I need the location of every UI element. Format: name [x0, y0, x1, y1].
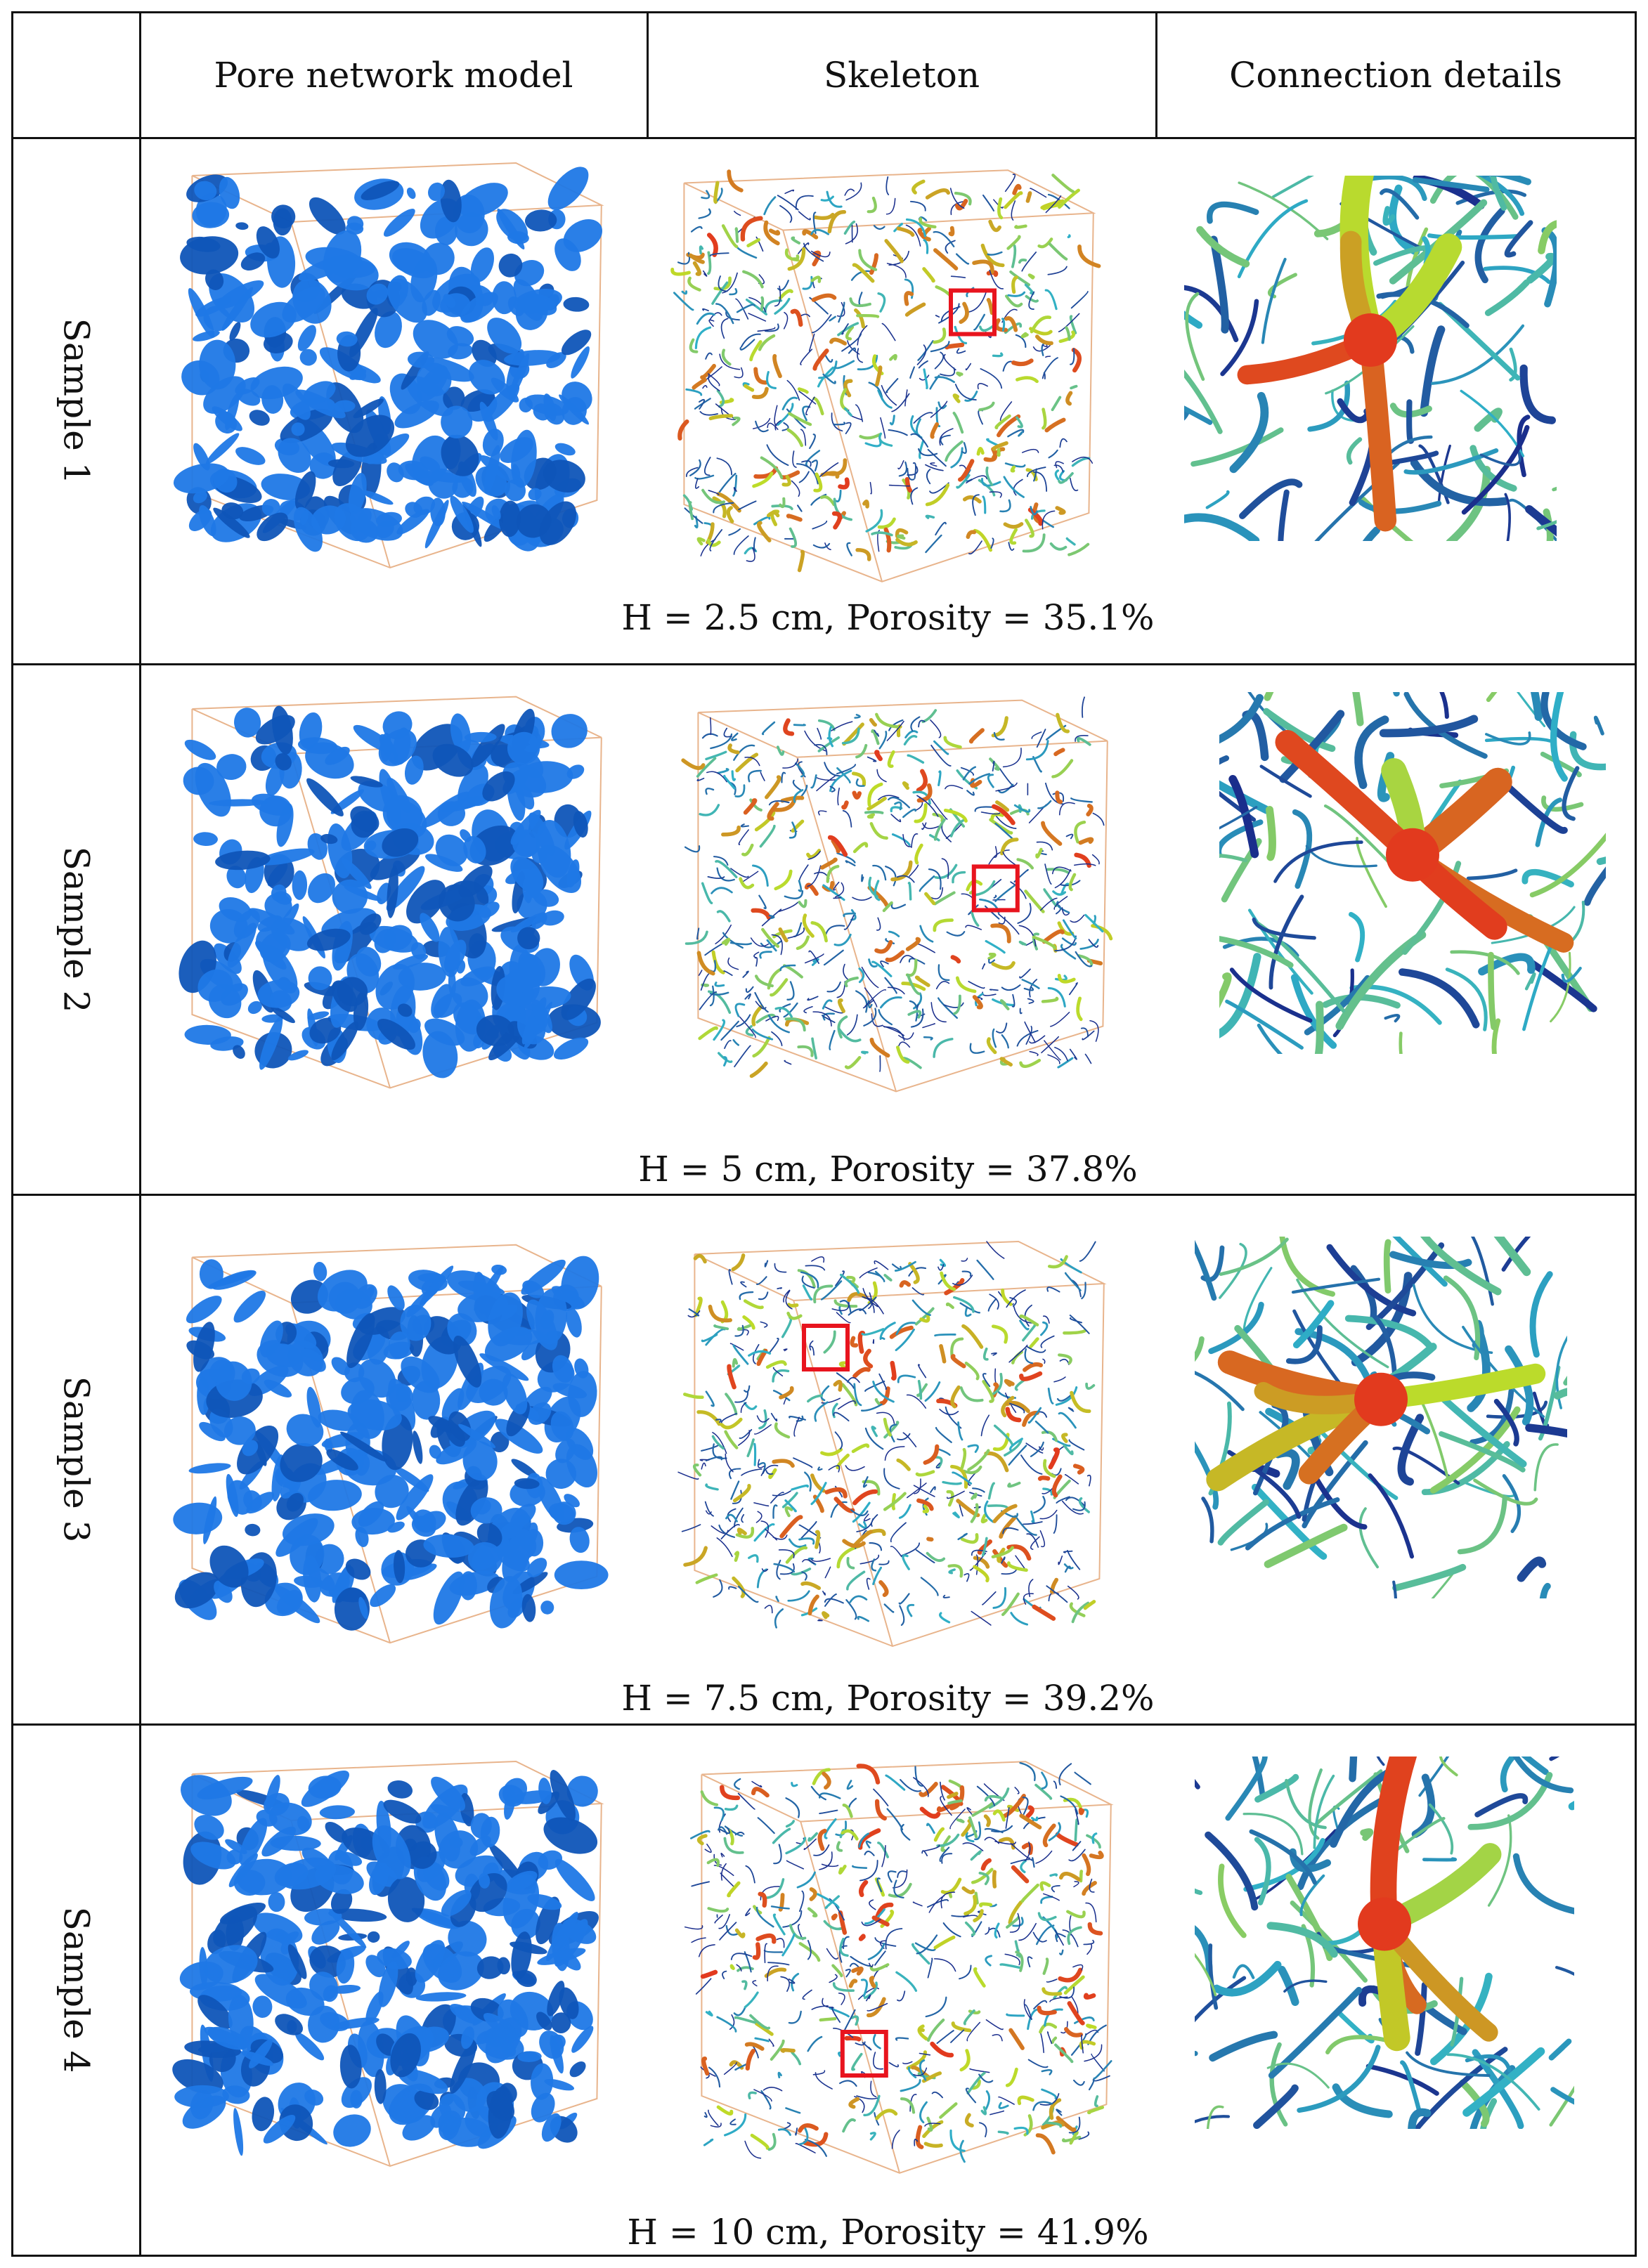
- row2-bottom-border: [13, 1194, 1636, 1196]
- table-left-border: [11, 11, 13, 2257]
- connection-detail-image-sample-3: [1195, 1237, 1567, 1598]
- skeleton-image-sample-1: [657, 162, 1107, 590]
- row-label-sample-1: Sample 1: [56, 318, 96, 484]
- header-pore-network-model: Pore network model: [214, 55, 573, 96]
- row3-bottom-border: [13, 1723, 1636, 1726]
- caption-sample-1: H = 2.5 cm, Porosity = 35.1%: [621, 597, 1155, 638]
- header-divider-1: [647, 11, 649, 139]
- table-top-border: [13, 11, 1636, 13]
- pore-network-image-sample-1: [165, 155, 615, 576]
- header-divider-2: [1155, 11, 1157, 139]
- caption-sample-3: H = 7.5 cm, Porosity = 39.2%: [621, 1678, 1155, 1719]
- header-connection-details: Connection details: [1229, 55, 1562, 96]
- header-skeleton: Skeleton: [823, 55, 980, 96]
- connection-detail-image-sample-1: [1184, 176, 1557, 541]
- label-column-border: [139, 11, 141, 2257]
- skeleton-image-sample-2: [671, 692, 1121, 1100]
- pore-network-image-sample-4: [165, 1753, 615, 2175]
- row-label-sample-4: Sample 4: [56, 1906, 96, 2073]
- header-corner: [13, 13, 139, 138]
- skeleton-image-sample-3: [668, 1233, 1117, 1655]
- connection-detail-image-sample-4: [1195, 1757, 1574, 2129]
- pore-network-image-sample-2: [165, 689, 615, 1096]
- skeleton-image-sample-4: [675, 1753, 1124, 2182]
- table-right-border: [1635, 11, 1637, 2257]
- row1-bottom-border: [13, 663, 1636, 665]
- pore-network-image-sample-3: [165, 1237, 615, 1651]
- row-label-sample-2: Sample 2: [56, 846, 96, 1012]
- caption-sample-2: H = 5 cm, Porosity = 37.8%: [638, 1149, 1138, 1190]
- connection-detail-image-sample-2: [1219, 692, 1606, 1054]
- header-bottom-border: [13, 137, 1636, 139]
- caption-sample-4: H = 10 cm, Porosity = 41.9%: [627, 2212, 1149, 2253]
- row-label-sample-3: Sample 3: [56, 1376, 96, 1543]
- table-bottom-border: [13, 2255, 1636, 2257]
